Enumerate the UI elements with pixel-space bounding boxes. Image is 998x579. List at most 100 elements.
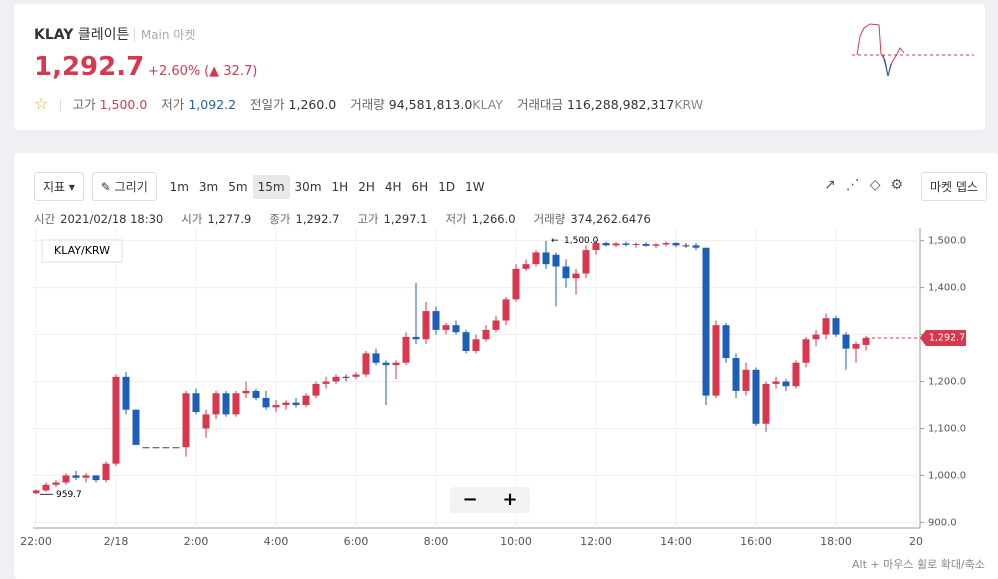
stat-label: 고가	[72, 97, 96, 112]
interval[interactable]: 2H	[358, 180, 375, 194]
y-tick-label: 1,000.0	[928, 470, 966, 481]
candle-body	[212, 393, 220, 415]
stat-value: 1,500.0	[99, 97, 148, 112]
candle-body	[242, 390, 250, 394]
y-tick-label: 1,400.0	[928, 283, 966, 294]
tool-icons[interactable]: ↗⋰◇⚙	[824, 177, 914, 193]
star[interactable]: ☆	[34, 94, 49, 113]
stat-value: 116,288,982,317	[566, 97, 675, 112]
info-value: 1,292.7	[295, 212, 340, 226]
info-value: 1,266.0	[471, 212, 516, 226]
candle-body	[782, 381, 790, 387]
interval[interactable]: 1m	[169, 180, 189, 194]
x-tick-label: 12:00	[580, 535, 612, 548]
candle-body	[62, 475, 70, 483]
candle-body	[322, 381, 330, 384]
candle-body	[512, 268, 520, 300]
legend: KLAY/KRW	[54, 244, 110, 257]
indicator-button[interactable]: 지표 ▾	[34, 172, 84, 201]
indicator-label: 지표	[43, 180, 66, 194]
candle-body	[23, 492, 30, 493]
candle-body	[152, 447, 160, 449]
info-label: 저가	[445, 212, 467, 226]
interval[interactable]: 1W	[465, 180, 485, 194]
svg-text:+: +	[502, 489, 517, 510]
candle-body	[682, 245, 690, 247]
stat-value: 1,260.0	[288, 97, 337, 112]
sparkline	[852, 23, 974, 77]
candle-body	[582, 250, 590, 274]
candle-body	[502, 299, 510, 321]
x-tick-label: 10:00	[500, 535, 532, 548]
interval[interactable]: 5m	[228, 180, 248, 194]
candle-body	[862, 338, 870, 345]
candle-body	[562, 266, 570, 279]
candle-body	[442, 325, 450, 330]
candle-body	[372, 353, 380, 363]
interval[interactable]: 6H	[411, 180, 429, 194]
interval[interactable]: 1D	[438, 180, 456, 194]
candle-body	[132, 409, 140, 445]
candle-body	[42, 484, 50, 491]
candle-body	[432, 311, 440, 330]
candle-body	[112, 376, 120, 464]
stat-label: 거래대금	[516, 97, 563, 112]
draw-button[interactable]: ✎ 그리기	[91, 172, 157, 201]
candle-body	[332, 376, 340, 382]
x-tick-label: 8:00	[424, 535, 449, 548]
stat-value: 1,092.2	[188, 97, 237, 112]
x-tick-label: 4:00	[264, 535, 289, 548]
x-tick-label: 2/18	[104, 535, 129, 548]
candle-body	[752, 369, 760, 424]
y-tick-label: 1,200.0	[928, 377, 966, 388]
candle-body	[772, 381, 780, 384]
price-row: 1,292.7 +2.60% (▲ 32.7)	[34, 52, 258, 82]
info-value: 2021/02/18 18:30	[60, 212, 164, 226]
candle-body	[802, 339, 810, 363]
low-label: 959.7	[56, 490, 82, 500]
candle-body	[602, 243, 610, 246]
candle-body	[532, 252, 540, 265]
candle-body	[362, 353, 370, 375]
interval[interactable]: 4H	[384, 180, 402, 194]
candle-body	[392, 362, 400, 366]
stat-label: 저가	[161, 97, 185, 112]
x-tick-label: 6:00	[344, 535, 369, 548]
candle-body	[712, 325, 720, 396]
interval[interactable]: 15m	[252, 175, 290, 199]
candle-body	[72, 475, 80, 478]
candle-body	[452, 325, 460, 333]
interval[interactable]: 3m	[198, 180, 219, 194]
zoom-hint: Alt + 마우스 휠로 확대/축소	[852, 558, 985, 571]
stat-unit: KLAY	[472, 97, 503, 112]
candle-body	[722, 325, 730, 359]
candle-body	[282, 402, 290, 405]
x-tick-label: 18:00	[820, 535, 852, 548]
candle-body	[542, 252, 550, 265]
candle-body	[342, 376, 350, 378]
candle-body	[842, 334, 850, 349]
candle-body	[402, 336, 410, 363]
candle-body	[462, 332, 470, 352]
candle-body	[102, 463, 110, 481]
stats: ☆ | 고가 1,500.0 저가 1,092.2 전일가 1,260.0 거래량 94,581,…	[34, 94, 704, 113]
stat-label: 전일가	[250, 97, 285, 112]
high-arrow: ←	[551, 236, 559, 246]
candle-body	[762, 383, 770, 424]
depth-button[interactable]: 마켓 뎁스	[921, 172, 987, 201]
stat-value: 94,581,813.0	[388, 97, 473, 112]
interval[interactable]: 1H	[331, 180, 349, 194]
info-label: 시가	[181, 212, 203, 226]
candle-body	[482, 329, 490, 340]
interval[interactable]: 30m	[294, 180, 322, 194]
info-label: 시간	[34, 212, 56, 226]
candle-body	[292, 402, 300, 405]
x-tick-label: 20	[909, 535, 923, 548]
zoom-controls[interactable]: − +	[450, 487, 530, 513]
x-tick-label: 16:00	[740, 535, 772, 548]
x-tick-label: 14:00	[660, 535, 692, 548]
symbol: KLAY	[34, 27, 74, 43]
y-tick-label: 1,100.0	[928, 423, 966, 434]
coin-name: 클레이튼	[77, 27, 130, 43]
